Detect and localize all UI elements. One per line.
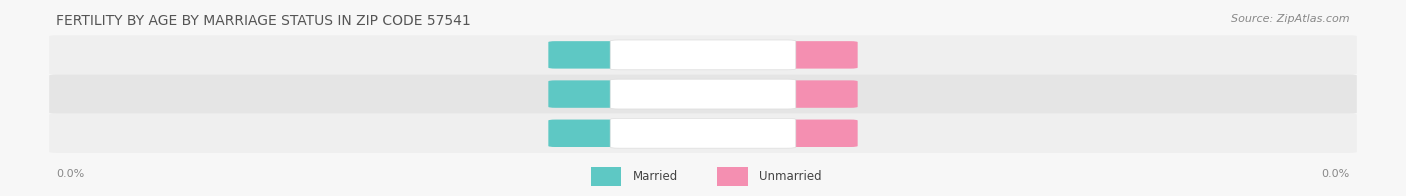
Text: 0.0%: 0.0% <box>1322 169 1350 180</box>
Text: 0.0%: 0.0% <box>572 50 602 60</box>
Text: 0.0%: 0.0% <box>804 89 834 99</box>
Text: Source: ZipAtlas.com: Source: ZipAtlas.com <box>1232 14 1350 24</box>
Text: 0.0%: 0.0% <box>572 128 602 138</box>
Text: 0.0%: 0.0% <box>56 169 84 180</box>
Text: 0.0%: 0.0% <box>804 50 834 60</box>
Text: 35 to 50 years: 35 to 50 years <box>661 127 745 140</box>
Text: 15 to 19 years: 15 to 19 years <box>661 48 745 61</box>
Text: FERTILITY BY AGE BY MARRIAGE STATUS IN ZIP CODE 57541: FERTILITY BY AGE BY MARRIAGE STATUS IN Z… <box>56 14 471 28</box>
Text: Unmarried: Unmarried <box>759 170 823 183</box>
Text: 0.0%: 0.0% <box>804 128 834 138</box>
Text: 0.0%: 0.0% <box>572 89 602 99</box>
Text: 20 to 34 years: 20 to 34 years <box>661 88 745 101</box>
Text: Married: Married <box>633 170 678 183</box>
